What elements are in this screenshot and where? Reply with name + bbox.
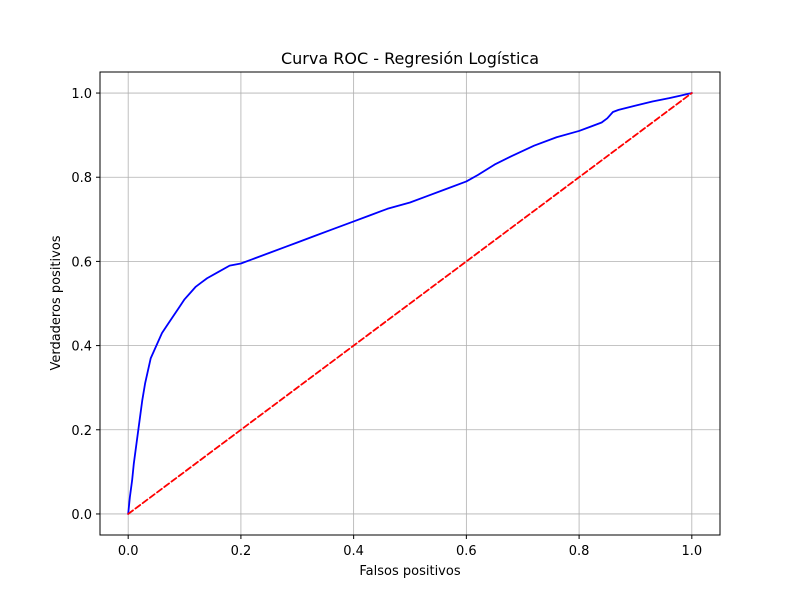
series-layer: [127, 92, 693, 515]
x-tick-label: 0.4: [343, 544, 364, 559]
x-tick-label: 1.0: [681, 544, 702, 559]
y-tick-label: 0.6: [71, 255, 92, 270]
roc-curve-line: [127, 92, 693, 515]
plot-frame: [99, 71, 721, 536]
y-tick-label: 0.0: [71, 508, 92, 523]
diagonal-reference-line: [127, 92, 693, 515]
x-axis-title: Falsos positivos: [359, 564, 460, 579]
chart-title: Curva ROC - Regresión Logística: [281, 49, 539, 68]
x-tick-label: 0.2: [231, 544, 252, 559]
ticks: 0.0 0.2 0.4 0.6 0.8 1.0 0.0 0.2 0.4 0.6 0.8 1.0: [71, 87, 702, 559]
x-tick-label: 0.0: [118, 544, 139, 559]
y-axis-title: Verdaderos positivos: [49, 235, 64, 370]
x-tick-label: 0.6: [456, 544, 477, 559]
x-tick-label: 0.8: [569, 544, 590, 559]
y-tick-label: 0.8: [71, 171, 92, 186]
y-tick-label: 0.4: [71, 340, 92, 355]
grid: [100, 72, 720, 535]
y-tick-label: 0.2: [71, 424, 92, 439]
y-tick-label: 1.0: [71, 87, 92, 102]
